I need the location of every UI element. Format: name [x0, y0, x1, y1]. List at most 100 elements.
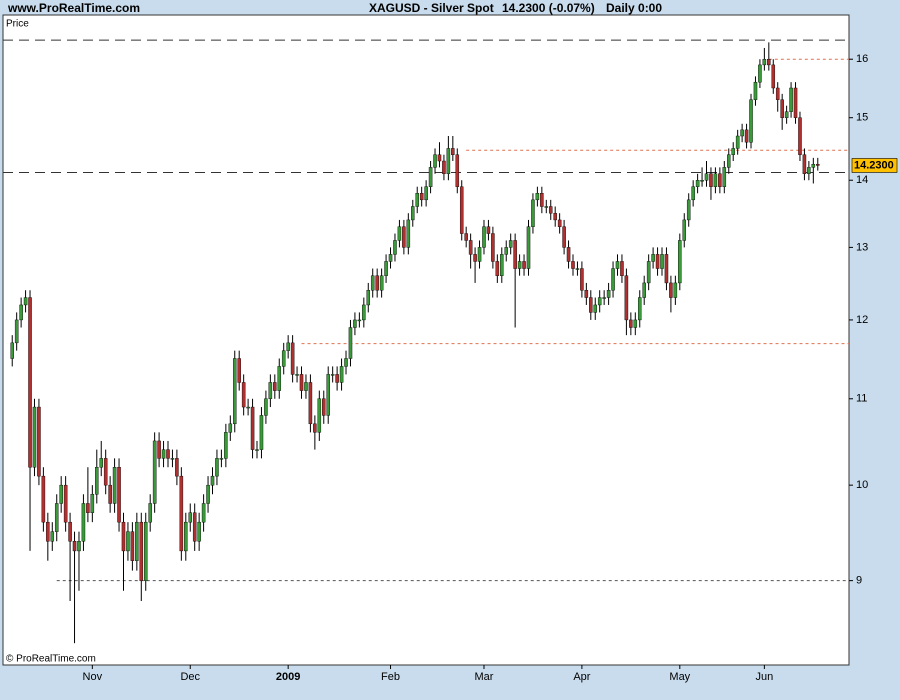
- candle-body: [713, 173, 718, 187]
- candle-body: [575, 268, 580, 270]
- candle-body: [722, 167, 727, 187]
- candle-body: [215, 458, 219, 477]
- candle-body: [290, 342, 295, 375]
- candle-body: [273, 382, 277, 391]
- candle-body: [802, 154, 807, 174]
- candle-body: [526, 226, 531, 269]
- candle-body: [219, 458, 224, 460]
- candle-body: [264, 398, 268, 416]
- y-tick-label: 11: [856, 393, 867, 405]
- candle-body: [259, 415, 264, 450]
- candle-body: [419, 193, 424, 201]
- candle-body: [727, 154, 731, 168]
- candle-body: [798, 117, 802, 155]
- candle-body: [37, 406, 41, 477]
- candle-body: [157, 440, 161, 459]
- candle-body: [357, 319, 362, 322]
- candle-body: [77, 541, 81, 552]
- x-tick-label: Mar: [475, 671, 494, 683]
- candle-body: [624, 275, 629, 321]
- candle-body: [535, 193, 540, 201]
- candle-body: [206, 484, 210, 504]
- candle-body: [553, 212, 557, 221]
- candle-body: [406, 219, 411, 248]
- candle-body: [19, 304, 23, 321]
- candle-body: [749, 99, 753, 143]
- candle-body: [753, 81, 758, 100]
- candle-body: [348, 327, 353, 359]
- candle-body: [571, 261, 575, 269]
- candle-body: [175, 458, 179, 477]
- candle-body: [308, 382, 313, 425]
- candle-body: [384, 261, 388, 276]
- candle-body: [780, 99, 784, 118]
- candle-body: [370, 275, 375, 291]
- candle-body: [816, 163, 820, 166]
- candle-body: [446, 148, 451, 174]
- y-tick-label: 12: [856, 314, 868, 326]
- candle-body: [166, 449, 170, 459]
- candle-body: [344, 358, 348, 367]
- candle-body: [522, 261, 526, 269]
- candle-body: [500, 254, 504, 276]
- candle-body: [179, 475, 184, 552]
- candle-body: [326, 374, 330, 416]
- candle-body: [793, 87, 798, 118]
- candle-body: [277, 366, 282, 391]
- candle-body: [402, 226, 406, 248]
- candle-body: [660, 254, 664, 269]
- candle-body: [228, 423, 233, 433]
- candle-body: [295, 374, 299, 376]
- candle-body: [237, 358, 241, 383]
- period: Daily 0:00: [606, 1, 662, 15]
- candle-body: [59, 484, 63, 504]
- y-tick-label: 15: [856, 112, 868, 124]
- instrument: XAGUSD - Silver Spot: [369, 1, 494, 15]
- candle-body: [379, 275, 384, 291]
- candle-body: [397, 226, 402, 241]
- candle-body: [468, 240, 473, 255]
- candle-body: [126, 531, 130, 552]
- candle-body: [464, 233, 468, 241]
- candle-body: [775, 87, 780, 100]
- candle-body: [744, 129, 749, 143]
- candle-body: [531, 199, 535, 227]
- candle-body: [28, 297, 32, 468]
- candle-body: [718, 173, 722, 187]
- candle-body: [807, 167, 811, 174]
- candle-body: [99, 458, 103, 468]
- candle-body: [255, 449, 259, 451]
- candle-body: [664, 254, 669, 284]
- last-price-label: 14.2300: [854, 159, 894, 171]
- candle-body: [139, 521, 144, 581]
- candle-body: [428, 167, 433, 187]
- candle-body: [486, 226, 491, 234]
- candle-body: [646, 261, 651, 284]
- site-name: www.ProRealTime.com: [7, 1, 140, 15]
- candle-body: [121, 521, 126, 552]
- candle-body: [589, 297, 593, 313]
- candle-body: [299, 374, 304, 391]
- candle-body: [735, 135, 740, 149]
- candle-body: [504, 247, 508, 255]
- candle-body: [375, 275, 379, 291]
- candle-body: [544, 206, 549, 208]
- candle-body: [103, 458, 108, 486]
- candle-body: [201, 503, 206, 523]
- candle-body: [192, 512, 197, 542]
- candle-body: [112, 467, 117, 504]
- candle-body: [686, 199, 691, 221]
- candle-body: [495, 261, 500, 276]
- candle-body: [704, 173, 709, 181]
- candle-body: [633, 319, 638, 328]
- candle-body: [72, 541, 77, 552]
- candle-body: [50, 531, 55, 542]
- candle-body: [10, 342, 14, 359]
- candle-body: [789, 87, 793, 112]
- candle-body: [197, 521, 201, 542]
- candle-body: [784, 111, 789, 118]
- candle-body: [473, 254, 477, 262]
- candle-body: [597, 297, 602, 306]
- candle-body: [459, 186, 464, 234]
